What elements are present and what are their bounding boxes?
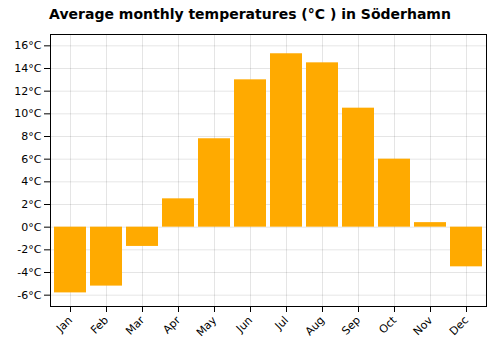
html-text:Average monthly temperatures (: Average monthly temperatures (°C ) in Sö… xyxy=(49,6,451,22)
svg-text:16°C: 16°C xyxy=(14,39,41,52)
svg-text:Jun: Jun xyxy=(233,314,255,336)
svg-text:Dec: Dec xyxy=(447,314,471,338)
svg-text:4°C: 4°C xyxy=(21,175,41,188)
svg-text:Aug: Aug xyxy=(303,314,327,338)
svg-text:-4°C: -4°C xyxy=(17,266,41,279)
svg-text:0°C: 0°C xyxy=(21,221,41,234)
svg-text:Feb: Feb xyxy=(88,314,111,337)
svg-text:Jul: Jul xyxy=(272,314,291,333)
svg-text:Apr: Apr xyxy=(160,313,183,336)
svg-text:Nov: Nov xyxy=(411,313,436,338)
svg-text:Mar: Mar xyxy=(123,313,147,337)
svg-text:-2°C: -2°C xyxy=(17,243,41,256)
svg-text:2°C: 2°C xyxy=(21,198,41,211)
svg-text:6°C: 6°C xyxy=(21,153,41,166)
svg-text:Oct: Oct xyxy=(376,313,399,336)
svg-text:Sep: Sep xyxy=(339,314,363,338)
svg-text:14°C: 14°C xyxy=(14,62,41,75)
svg-text:Jan: Jan xyxy=(53,314,75,336)
svg-text:8°C: 8°C xyxy=(21,130,41,143)
svg-text:12°C: 12°C xyxy=(14,85,41,98)
svg-text:10°C: 10°C xyxy=(14,107,41,120)
svg-text:May: May xyxy=(194,313,220,339)
svg-text:-6°C: -6°C xyxy=(17,289,41,302)
